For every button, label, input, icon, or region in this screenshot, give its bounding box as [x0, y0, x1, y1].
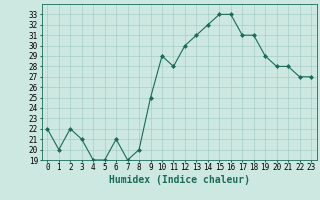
X-axis label: Humidex (Indice chaleur): Humidex (Indice chaleur) — [109, 175, 250, 185]
